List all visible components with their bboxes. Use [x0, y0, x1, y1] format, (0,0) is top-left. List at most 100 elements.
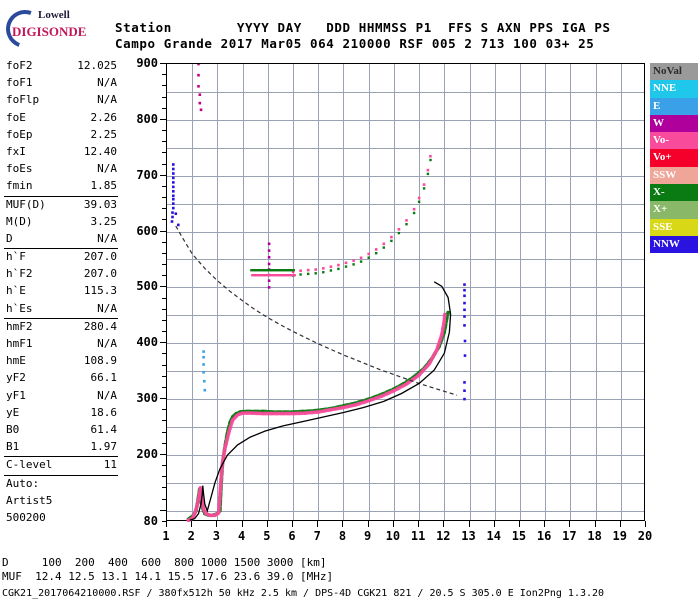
y-axis-tick	[162, 252, 166, 254]
param-value: 1.97	[90, 440, 118, 454]
legend-item-noval[interactable]: NoVal	[650, 63, 698, 81]
param-value: 2.25	[90, 127, 118, 141]
legend-item-vo[interactable]: Vo+	[650, 149, 698, 167]
param-key: h`F	[6, 250, 26, 264]
param-key: h`F2	[6, 267, 33, 281]
x-axis-tick	[418, 521, 420, 527]
param-key: foEp	[6, 127, 33, 141]
legend-item-w[interactable]: W	[650, 114, 698, 133]
footer-muf-row: MUF 12.4 12.5 13.1 14.1 15.5 17.6 23.6 3…	[2, 569, 334, 583]
gridline-vertical	[393, 64, 395, 520]
param-value: 39.03	[83, 197, 117, 211]
series-1	[186, 312, 447, 522]
legend-item-e[interactable]: E	[650, 97, 698, 115]
legend-item-vo[interactable]: Vo-	[650, 132, 698, 150]
param-key: yF2	[6, 371, 26, 385]
gridline-vertical	[469, 64, 471, 520]
x-axis-label: 6	[288, 529, 296, 543]
param-row-foflp: foFlp N/A	[2, 92, 120, 109]
legend-item-x[interactable]: X+	[650, 201, 698, 219]
param-divider	[4, 248, 118, 250]
param-row-yf2: yF2 66.1	[2, 370, 120, 387]
series-es-band	[250, 269, 296, 277]
legend-item-sse[interactable]: SSE	[650, 218, 698, 236]
param-row-fof2: foF2 12.025	[2, 58, 120, 75]
x-axis-tick	[241, 521, 243, 527]
y-axis-tick	[162, 308, 166, 310]
param-row-hmf1: hmF1 N/A	[2, 336, 120, 353]
y-axis-label: 700	[136, 167, 158, 182]
x-axis-tick	[266, 521, 268, 527]
series-9	[189, 281, 452, 521]
gridline-horizontal	[167, 371, 644, 373]
direction-legend: NoVal NNE E W Vo- Vo+ SSW X- X+ SSE NNW	[650, 63, 698, 254]
param-key: fmin	[6, 179, 33, 193]
y-axis-label: 900	[136, 56, 158, 70]
y-axis-tick	[162, 85, 166, 87]
x-axis-tick	[392, 521, 394, 527]
y-axis-tick	[162, 163, 166, 165]
x-axis-label: 5	[263, 529, 271, 543]
y-axis-tick	[162, 386, 166, 388]
y-axis-tick	[162, 364, 166, 366]
series-7	[267, 242, 271, 289]
param-value: N/A	[97, 337, 117, 350]
param-value: N/A	[97, 388, 117, 402]
x-axis-label: 19	[612, 529, 628, 543]
param-row-hf2: h`F2 207.0	[2, 266, 120, 283]
gridline-vertical	[293, 64, 295, 520]
x-axis-tick	[367, 521, 369, 527]
gridline-vertical	[494, 64, 496, 520]
gridline-horizontal	[167, 427, 644, 429]
gridline-vertical	[545, 64, 547, 520]
x-axis-tick	[544, 521, 546, 527]
gridline-vertical	[419, 64, 421, 520]
muf-footer-table: D 100 200 400 600 800 1000 1500 3000 [km…	[2, 556, 333, 583]
x-axis-label: 14	[486, 529, 501, 543]
logo-lowell-text: Lowell	[38, 9, 70, 21]
param-divider	[4, 456, 118, 458]
legend-item-x[interactable]: X-	[650, 184, 698, 202]
y-axis-label: 500	[136, 279, 158, 294]
y-axis-label: 800	[136, 111, 158, 126]
series-5	[463, 283, 467, 401]
ionospheric-parameter-table: foF2 12.025 foF1 N/A foFlp N/A foE 2.26 foEp 2.25…	[2, 58, 120, 527]
x-axis-tick	[493, 521, 495, 527]
y-axis-tick	[160, 453, 166, 455]
y-axis-tick	[160, 118, 166, 120]
x-axis-tick	[317, 521, 319, 527]
param-row-he: h`E 115.3	[2, 283, 120, 300]
y-axis-tick	[162, 208, 166, 210]
x-axis-label: 11	[410, 529, 426, 543]
legend-item-nne[interactable]: NNE	[650, 80, 698, 98]
param-value: 12.40	[83, 144, 117, 158]
gridline-vertical	[595, 64, 597, 520]
y-axis-tick	[162, 476, 166, 478]
y-axis-tick	[162, 319, 166, 321]
param-row-ye: yE 18.6	[2, 405, 120, 422]
y-axis-tick	[162, 130, 166, 132]
x-axis-label: 16	[536, 529, 552, 543]
y-axis-tick	[162, 96, 166, 98]
param-value: 207.0	[83, 250, 117, 264]
param-value: 18.6	[90, 405, 118, 419]
param-value: 2.26	[90, 110, 118, 124]
param-value: 12.025	[77, 59, 117, 72]
param-key: h`E	[6, 284, 26, 298]
gridline-vertical	[217, 64, 219, 520]
param-value: 207.0	[83, 267, 117, 281]
series-2	[291, 154, 432, 277]
param-row-foep: foEp 2.25	[2, 127, 120, 144]
x-axis-tick	[216, 521, 218, 527]
param-row-foe: foE 2.26	[2, 110, 120, 127]
y-axis-tick	[160, 230, 166, 232]
y-axis-label: 600	[136, 223, 158, 238]
param-key: yE	[6, 405, 20, 419]
param-divider	[4, 474, 118, 476]
legend-item-nnw[interactable]: NNW	[650, 235, 698, 254]
x-axis-tick	[619, 521, 621, 527]
y-axis-tick	[162, 152, 166, 154]
legend-item-ssw[interactable]: SSW	[650, 166, 698, 185]
x-axis-label: 13	[461, 529, 476, 543]
x-axis: 1 2 3 4 5 6 7 8 9 10 11 12 13 14 15 16 17 18 19 20	[162, 521, 652, 549]
